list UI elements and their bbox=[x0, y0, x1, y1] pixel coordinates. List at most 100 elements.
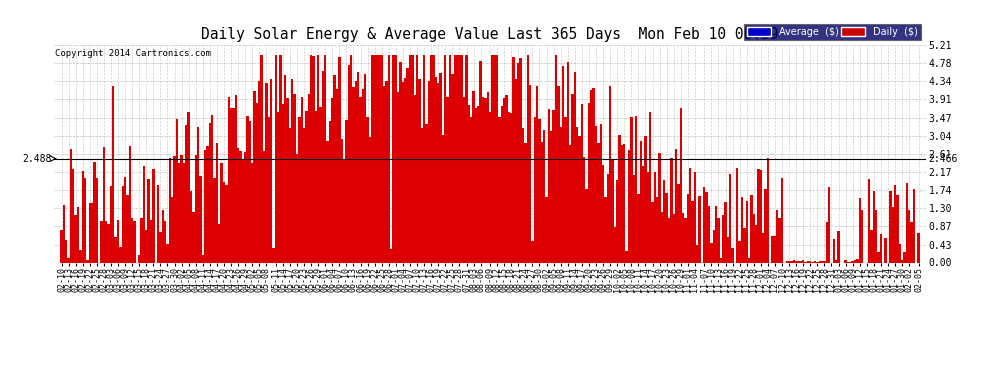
Bar bbox=[343, 160, 346, 262]
Bar bbox=[496, 56, 498, 262]
Bar bbox=[79, 250, 81, 262]
Bar bbox=[331, 98, 334, 262]
Bar bbox=[204, 150, 206, 262]
Bar bbox=[168, 158, 171, 262]
Bar bbox=[124, 177, 127, 262]
Bar bbox=[230, 108, 233, 262]
Bar bbox=[395, 56, 397, 262]
Bar bbox=[346, 120, 347, 262]
Bar bbox=[293, 94, 296, 262]
Bar bbox=[430, 56, 433, 262]
Bar bbox=[729, 174, 732, 262]
Bar bbox=[221, 163, 223, 262]
Bar bbox=[206, 147, 209, 262]
Bar bbox=[324, 56, 327, 262]
Bar bbox=[706, 192, 708, 262]
Bar bbox=[541, 142, 544, 262]
Bar bbox=[103, 147, 105, 262]
Bar bbox=[209, 123, 211, 262]
Bar bbox=[715, 206, 718, 262]
Text: 2.488: 2.488 bbox=[23, 154, 52, 164]
Title: Daily Solar Energy & Average Value Last 365 Days  Mon Feb 10 06:59: Daily Solar Energy & Average Value Last … bbox=[201, 27, 779, 42]
Bar bbox=[524, 143, 527, 262]
Bar bbox=[522, 128, 524, 262]
Bar bbox=[199, 176, 202, 262]
Bar bbox=[573, 72, 576, 262]
Bar bbox=[477, 106, 479, 262]
Bar bbox=[242, 160, 244, 262]
Bar bbox=[583, 157, 585, 262]
Bar bbox=[844, 260, 846, 262]
Bar bbox=[609, 86, 611, 262]
Bar bbox=[802, 260, 805, 262]
Bar bbox=[347, 65, 349, 262]
Bar bbox=[762, 233, 764, 262]
Legend: Average  ($), Daily  ($): Average ($), Daily ($) bbox=[744, 24, 921, 40]
Bar bbox=[757, 170, 759, 262]
Bar bbox=[732, 248, 734, 262]
Bar bbox=[352, 87, 354, 262]
Bar bbox=[260, 56, 262, 262]
Bar bbox=[366, 117, 369, 262]
Bar bbox=[397, 92, 399, 262]
Bar bbox=[766, 158, 769, 262]
Bar bbox=[392, 56, 395, 262]
Bar bbox=[286, 98, 289, 262]
Bar bbox=[202, 255, 204, 262]
Bar bbox=[585, 189, 588, 262]
Bar bbox=[906, 183, 908, 262]
Bar bbox=[870, 230, 872, 262]
Bar bbox=[460, 56, 463, 262]
Bar bbox=[110, 186, 112, 262]
Bar bbox=[489, 112, 491, 262]
Bar bbox=[547, 109, 550, 262]
Bar bbox=[237, 148, 240, 262]
Bar bbox=[621, 145, 623, 262]
Bar bbox=[329, 121, 331, 262]
Bar bbox=[327, 141, 329, 262]
Bar bbox=[554, 56, 557, 262]
Bar bbox=[175, 118, 178, 262]
Bar bbox=[467, 105, 470, 262]
Bar bbox=[503, 98, 505, 262]
Bar bbox=[265, 83, 267, 262]
Bar bbox=[143, 166, 146, 262]
Bar bbox=[411, 56, 414, 262]
Bar bbox=[105, 221, 108, 262]
Bar bbox=[807, 261, 809, 262]
Bar bbox=[838, 231, 840, 262]
Bar bbox=[663, 180, 665, 262]
Bar bbox=[88, 203, 91, 262]
Bar bbox=[371, 56, 373, 262]
Bar bbox=[149, 220, 152, 262]
Bar bbox=[305, 111, 308, 262]
Bar bbox=[508, 112, 510, 262]
Bar bbox=[515, 79, 517, 262]
Bar bbox=[180, 155, 183, 262]
Bar bbox=[581, 104, 583, 262]
Bar bbox=[486, 92, 489, 262]
Bar bbox=[752, 214, 755, 262]
Bar bbox=[824, 261, 826, 262]
Bar bbox=[536, 87, 539, 262]
Bar bbox=[211, 115, 214, 262]
Bar bbox=[416, 56, 418, 262]
Bar bbox=[687, 194, 689, 262]
Bar bbox=[611, 160, 614, 262]
Bar bbox=[223, 182, 225, 262]
Bar bbox=[631, 117, 633, 262]
Bar bbox=[498, 117, 501, 262]
Bar bbox=[216, 143, 218, 262]
Bar bbox=[725, 202, 727, 262]
Bar bbox=[649, 112, 651, 262]
Bar bbox=[146, 230, 148, 262]
Bar bbox=[694, 172, 696, 262]
Bar bbox=[282, 104, 284, 262]
Bar bbox=[720, 258, 722, 262]
Bar bbox=[809, 261, 812, 262]
Bar bbox=[670, 158, 672, 262]
Bar bbox=[339, 57, 341, 262]
Bar bbox=[228, 97, 230, 262]
Bar bbox=[602, 165, 604, 262]
Bar bbox=[858, 198, 861, 262]
